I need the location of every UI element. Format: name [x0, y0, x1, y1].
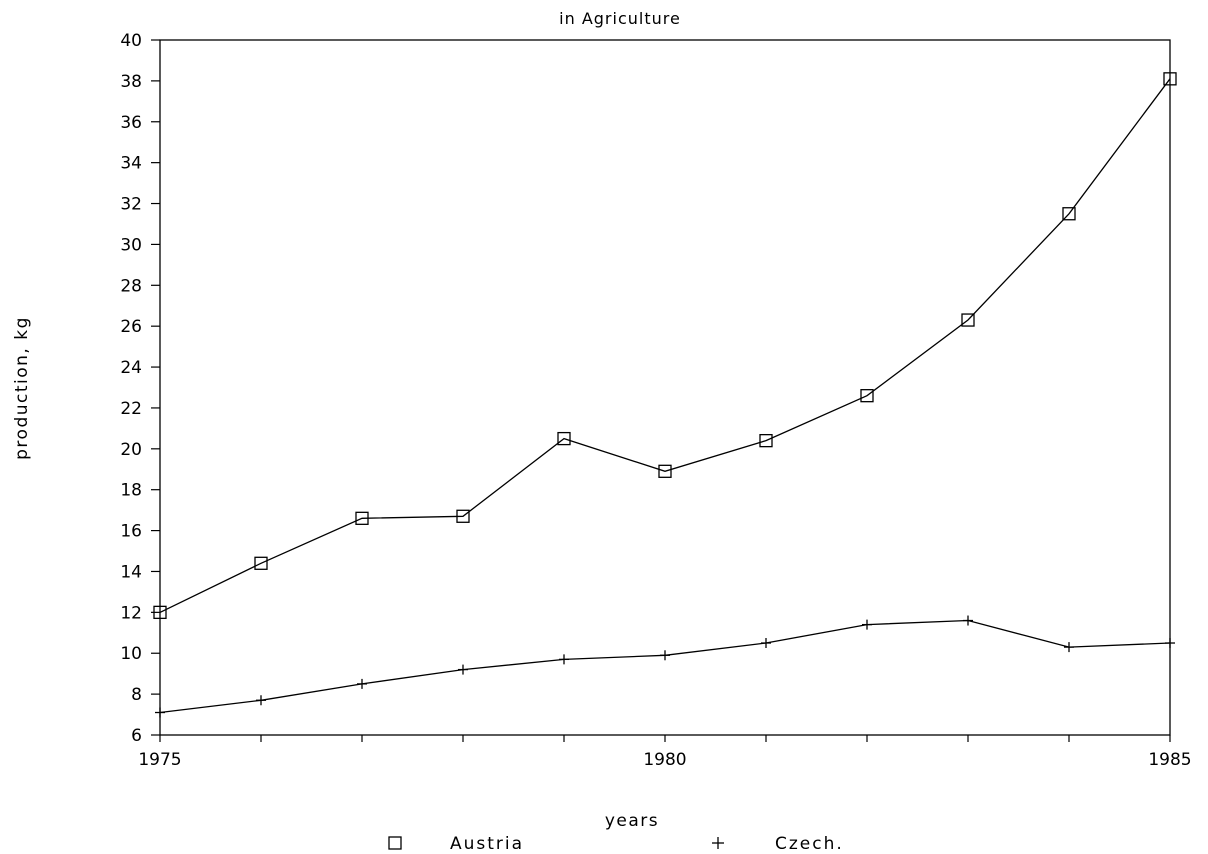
- data-point-austria: [355, 511, 369, 525]
- y-tick-label: 38: [120, 72, 142, 92]
- plot-frame: [159, 39, 1171, 736]
- y-axis-ticks: 6 8 10 12 14 16 18 20 22 24 26 28 30 32 34 36 38 40: [120, 31, 160, 746]
- series-line-austria: [159, 78, 1171, 613]
- data-point-austria: [1163, 72, 1177, 86]
- y-tick-label: 30: [120, 235, 142, 255]
- data-point-czech: [155, 707, 165, 718]
- y-tick-label: 40: [120, 31, 142, 51]
- data-point-czech: [862, 619, 872, 630]
- legend-marker-czech: [712, 837, 724, 849]
- y-tick-label: 12: [120, 603, 142, 623]
- x-axis-ticks: 1975 1980 1985: [138, 735, 1192, 770]
- y-tick-label: 32: [120, 195, 142, 215]
- chart-title: in Agriculture: [559, 9, 681, 28]
- data-point-czech: [1064, 642, 1074, 653]
- data-point-austria: [658, 464, 672, 478]
- series-line-czech: [159, 619, 1171, 714]
- x-tick-label: 1980: [643, 750, 686, 770]
- x-tick-label: 1975: [138, 750, 181, 770]
- data-point-czech: [761, 638, 771, 649]
- y-tick-label: 22: [120, 399, 142, 419]
- x-tick-label: 1985: [1148, 750, 1191, 770]
- y-tick-label: 34: [120, 154, 142, 174]
- y-tick-label: 18: [120, 481, 142, 501]
- data-point-austria: [860, 389, 874, 403]
- data-point-austria: [456, 509, 470, 523]
- y-tick-label: 26: [120, 317, 142, 337]
- data-point-austria: [961, 313, 975, 327]
- y-tick-label: 28: [120, 276, 142, 296]
- data-point-czech: [1165, 638, 1175, 649]
- legend-label-austria: Austria: [450, 834, 524, 854]
- y-tick-label: 8: [131, 685, 142, 705]
- data-point-czech: [256, 695, 266, 706]
- data-point-austria: [1062, 207, 1076, 221]
- data-point-austria: [759, 433, 773, 448]
- y-tick-label: 16: [120, 522, 142, 542]
- y-tick-label: 14: [120, 562, 142, 582]
- data-point-czech: [458, 664, 468, 675]
- y-tick-label: 20: [120, 440, 142, 460]
- series-layer: [153, 72, 1177, 718]
- y-tick-label: 10: [120, 644, 142, 664]
- legend-marker-austria: [388, 836, 402, 850]
- data-point-czech: [559, 654, 569, 665]
- data-point-czech: [660, 650, 670, 661]
- legend-label-czech: Czech.: [775, 834, 844, 854]
- y-tick-label: 24: [120, 358, 142, 378]
- data-point-austria: [557, 431, 571, 446]
- data-point-czech: [357, 678, 367, 689]
- data-point-austria: [254, 556, 268, 570]
- y-axis-label: production, kg: [12, 316, 32, 460]
- x-axis-label: years: [605, 811, 659, 831]
- legend: Austria Czech.: [388, 834, 844, 854]
- y-tick-label: 6: [131, 726, 142, 746]
- data-point-austria: [153, 605, 167, 620]
- y-tick-label: 36: [120, 113, 142, 133]
- data-point-czech: [963, 615, 973, 626]
